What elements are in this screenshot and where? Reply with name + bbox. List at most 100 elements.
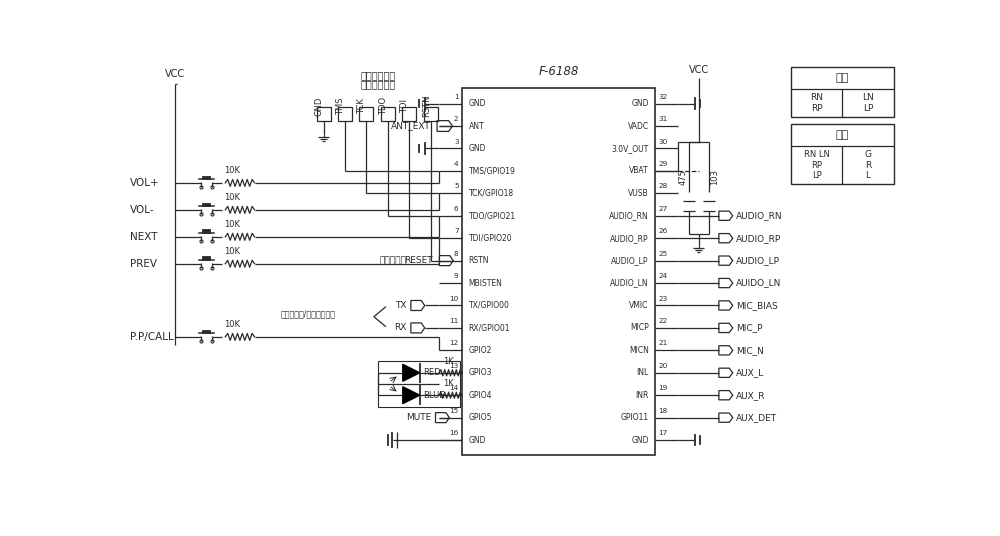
- Text: TCK: TCK: [357, 98, 366, 114]
- Text: 18: 18: [658, 408, 667, 414]
- Text: GPIO2: GPIO2: [469, 346, 492, 355]
- Text: 24: 24: [658, 273, 667, 279]
- Text: AUDIO_LP: AUDIO_LP: [611, 256, 649, 265]
- Text: 475: 475: [678, 169, 687, 185]
- Text: 16: 16: [449, 430, 459, 436]
- Text: 四线: 四线: [836, 73, 849, 83]
- Text: VBAT: VBAT: [629, 166, 649, 175]
- Text: VUSB: VUSB: [628, 189, 649, 198]
- Text: RSTN: RSTN: [469, 256, 489, 265]
- Text: ANT: ANT: [469, 122, 484, 131]
- Text: VMIC: VMIC: [629, 301, 649, 310]
- Text: 1K: 1K: [443, 379, 454, 388]
- Text: GND: GND: [631, 436, 649, 444]
- Text: 5: 5: [454, 183, 459, 189]
- Text: 10K: 10K: [224, 193, 240, 202]
- Text: 28: 28: [658, 183, 667, 189]
- Text: 10K: 10K: [224, 220, 240, 229]
- Text: AUDIO_RP: AUDIO_RP: [736, 234, 781, 243]
- Text: TDO/GPIO21: TDO/GPIO21: [469, 211, 516, 220]
- Text: GPIO3: GPIO3: [469, 368, 492, 377]
- Text: VADC: VADC: [628, 122, 649, 131]
- Text: 29: 29: [658, 161, 667, 167]
- Text: 13: 13: [449, 363, 459, 369]
- Bar: [202, 176, 210, 178]
- Text: 103: 103: [710, 169, 719, 185]
- Text: MIC_BIAS: MIC_BIAS: [736, 301, 778, 310]
- Text: 14: 14: [449, 385, 459, 391]
- Text: TX: TX: [395, 301, 406, 310]
- Text: VOL-: VOL-: [130, 205, 154, 215]
- Text: 1: 1: [454, 94, 459, 100]
- Text: 10K: 10K: [224, 247, 240, 256]
- Text: 8: 8: [454, 251, 459, 257]
- Text: GPIO11: GPIO11: [621, 413, 649, 422]
- Bar: [202, 203, 210, 206]
- Bar: [338, 107, 352, 121]
- Text: 预留测试焉盘: 预留测试焉盘: [360, 79, 395, 90]
- Text: 三线: 三线: [836, 130, 849, 140]
- Text: 11: 11: [449, 318, 459, 324]
- Text: 2: 2: [454, 116, 459, 122]
- Text: AUIDO_LN: AUIDO_LN: [736, 279, 781, 287]
- Text: AUDIO_RN: AUDIO_RN: [609, 211, 649, 220]
- Text: G
R
L: G R L: [865, 150, 872, 180]
- Text: MIC_N: MIC_N: [736, 346, 764, 355]
- Text: TDI: TDI: [400, 99, 409, 113]
- Text: GND: GND: [315, 96, 324, 116]
- Text: RED: RED: [423, 368, 440, 377]
- Text: LN
LP: LN LP: [862, 93, 874, 113]
- Text: AUDIO_LP: AUDIO_LP: [736, 256, 780, 265]
- Bar: [462, 88, 655, 456]
- Text: BLUE: BLUE: [423, 391, 444, 400]
- Text: RN
RP: RN RP: [810, 93, 823, 113]
- Text: AUDIO_RP: AUDIO_RP: [610, 234, 649, 243]
- Text: 软件升级端口: 软件升级端口: [360, 70, 395, 80]
- Text: 17: 17: [658, 430, 667, 436]
- Text: AUX_R: AUX_R: [736, 391, 765, 400]
- Text: MIC_P: MIC_P: [736, 323, 762, 332]
- Bar: [202, 330, 210, 333]
- Text: TMS/GPIO19: TMS/GPIO19: [469, 166, 515, 175]
- Text: AUX_DET: AUX_DET: [736, 413, 777, 422]
- Text: 30: 30: [658, 139, 667, 145]
- Text: 15: 15: [449, 408, 459, 414]
- Text: 10K: 10K: [224, 320, 240, 329]
- Text: 3.0V_OUT: 3.0V_OUT: [612, 144, 649, 153]
- Text: MBISTEN: MBISTEN: [469, 279, 502, 287]
- Text: VCC: VCC: [165, 69, 185, 79]
- Text: 25: 25: [658, 251, 667, 257]
- Bar: [202, 229, 210, 233]
- Text: F-6188: F-6188: [539, 65, 579, 78]
- Text: 27: 27: [658, 206, 667, 212]
- Text: TDI/GPIO20: TDI/GPIO20: [469, 234, 512, 243]
- Text: INR: INR: [635, 391, 649, 400]
- Text: 1K: 1K: [443, 357, 454, 366]
- Bar: [359, 107, 373, 121]
- Polygon shape: [403, 387, 420, 404]
- Text: VCC: VCC: [689, 65, 709, 75]
- Text: INL: INL: [637, 368, 649, 377]
- Text: 10K: 10K: [224, 166, 240, 175]
- Text: 低电平复位: 低电平复位: [379, 256, 406, 265]
- Text: 12: 12: [449, 340, 459, 346]
- Bar: [381, 107, 395, 121]
- Bar: [402, 107, 416, 121]
- Bar: [317, 107, 331, 121]
- Text: 23: 23: [658, 296, 667, 302]
- Text: 9: 9: [454, 273, 459, 279]
- Text: GND: GND: [631, 99, 649, 108]
- Text: 10: 10: [449, 296, 459, 302]
- Bar: [378, 361, 460, 407]
- Text: RX/GPIO01: RX/GPIO01: [469, 323, 510, 332]
- Text: NEXT: NEXT: [130, 232, 157, 242]
- Text: TMS: TMS: [336, 97, 345, 115]
- Text: 19: 19: [658, 385, 667, 391]
- Bar: [424, 107, 438, 121]
- Text: 6: 6: [454, 206, 459, 212]
- Text: 21: 21: [658, 340, 667, 346]
- Text: 20: 20: [658, 363, 667, 369]
- Text: PREV: PREV: [130, 259, 157, 269]
- Text: GPIO4: GPIO4: [469, 391, 492, 400]
- Text: 22: 22: [658, 318, 667, 324]
